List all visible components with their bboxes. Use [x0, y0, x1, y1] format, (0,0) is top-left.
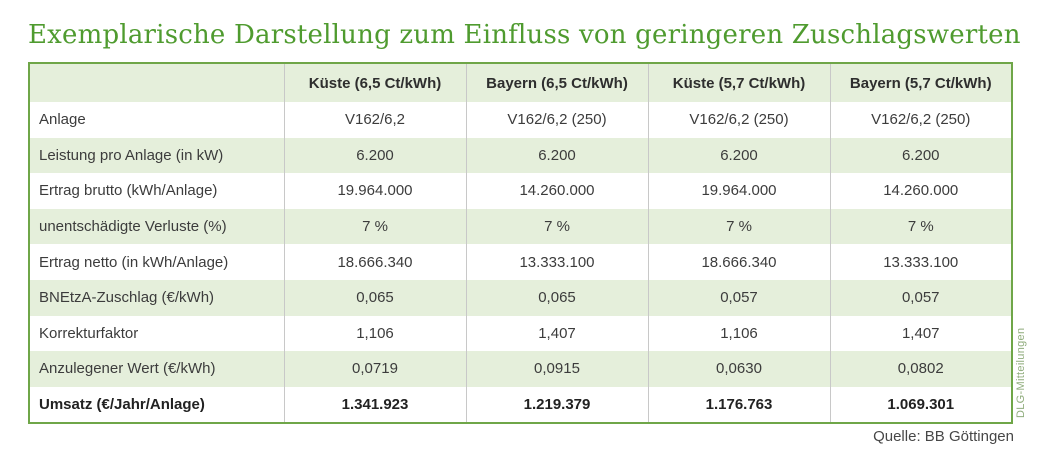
table-cell: 1.219.379 [465, 386, 648, 424]
table-cell: 1,407 [465, 315, 648, 352]
table-cell: 7 % [647, 208, 830, 245]
table-row: Ertrag brutto (kWh/Anlage) 19.964.000 14.2… [29, 173, 1012, 209]
table-cell: 0,065 [465, 279, 648, 316]
data-table: Küste (6,5 Ct/kWh) Bayern (6,5 Ct/kWh) K… [28, 62, 1013, 425]
table-row: Korrekturfaktor 1,106 1,407 1,106 1,407 [29, 315, 1012, 352]
table-header-row: Küste (6,5 Ct/kWh) Bayern (6,5 Ct/kWh) K… [29, 63, 1012, 102]
row-label: BNEtzA-Zuschlag (€/kWh) [29, 279, 284, 316]
table-cell: 0,065 [283, 279, 466, 316]
table-cell: 13.333.100 [829, 244, 1012, 280]
table-cell: V162/6,2 (250) [647, 102, 830, 138]
table-row: Ertrag netto (in kWh/Anlage) 18.666.340 13… [29, 244, 1012, 280]
header-cell-bayern-65: Bayern (6,5 Ct/kWh) [465, 63, 648, 102]
row-label: Korrekturfaktor [29, 315, 284, 352]
table-row: Umsatz (€/Jahr/Anlage) 1.341.923 1.219.379… [29, 386, 1012, 424]
row-label: Ertrag netto (in kWh/Anlage) [29, 244, 284, 280]
table-cell: 0,0915 [465, 351, 648, 387]
table-cell: 0,0719 [283, 351, 466, 387]
table-cell: 14.260.000 [465, 173, 648, 209]
table-cell: V162/6,2 (250) [465, 102, 648, 138]
table-row: Anlage V162/6,2 V162/6,2 (250) V162/6,2 (25… [29, 102, 1012, 138]
table-cell: 1.341.923 [283, 386, 466, 424]
table-cell: 14.260.000 [829, 173, 1012, 209]
table-cell: 6.200 [829, 137, 1012, 174]
row-label: unentschädigte Verluste (%) [29, 208, 284, 245]
table-cell: 18.666.340 [647, 244, 830, 280]
table-cell: 0,0630 [647, 351, 830, 387]
table-cell: V162/6,2 (250) [829, 102, 1012, 138]
table-cell: 1.176.763 [647, 386, 830, 424]
header-cell-kueste-65: Küste (6,5 Ct/kWh) [283, 63, 466, 102]
table-cell: 6.200 [283, 137, 466, 174]
magazine-watermark: DLG-Mitteilungen [1015, 327, 1027, 418]
table-cell: 1,407 [829, 315, 1012, 352]
row-label: Anlage [29, 102, 284, 138]
table-cell: 1,106 [647, 315, 830, 352]
table-cell: 6.200 [647, 137, 830, 174]
header-cell-kueste-57: Küste (5,7 Ct/kWh) [647, 63, 830, 102]
table-cell: 0,057 [647, 279, 830, 316]
table-cell: 1,106 [283, 315, 466, 352]
table-cell: 7 % [829, 208, 1012, 245]
row-label: Anzulegener Wert (€/kWh) [29, 351, 284, 387]
table-cell: 7 % [465, 208, 648, 245]
table-row: Leistung pro Anlage (in kW) 6.200 6.200 6.2… [29, 137, 1012, 174]
table-cell: 0,0802 [829, 351, 1012, 387]
row-label: Umsatz (€/Jahr/Anlage) [29, 386, 284, 424]
figure-title: Exemplarische Darstellung zum Einfluss v… [28, 20, 1021, 50]
table-row: BNEtzA-Zuschlag (€/kWh) 0,065 0,065 0,057 0,… [29, 279, 1012, 316]
row-label: Ertrag brutto (kWh/Anlage) [29, 173, 284, 209]
table-cell: 18.666.340 [283, 244, 466, 280]
table-cell: 19.964.000 [283, 173, 466, 209]
source-caption: Quelle: BB Göttingen [873, 428, 1014, 445]
table-row: unentschädigte Verluste (%) 7 % 7 % 7 % 7 % [29, 208, 1012, 245]
table-body: Anlage V162/6,2 V162/6,2 (250) V162/6,2 (25… [29, 102, 1012, 424]
table-cell: 7 % [283, 208, 466, 245]
header-cell-bayern-57: Bayern (5,7 Ct/kWh) [829, 63, 1012, 102]
table-header: Küste (6,5 Ct/kWh) Bayern (6,5 Ct/kWh) K… [29, 63, 1012, 102]
table-cell: 6.200 [465, 137, 648, 174]
table-cell: 13.333.100 [465, 244, 648, 280]
table-cell: 19.964.000 [647, 173, 830, 209]
row-label: Leistung pro Anlage (in kW) [29, 137, 284, 174]
table-cell: V162/6,2 [283, 102, 466, 138]
table-row: Anzulegener Wert (€/kWh) 0,0719 0,0915 0,06… [29, 351, 1012, 387]
table-cell: 0,057 [829, 279, 1012, 316]
table-cell: 1.069.301 [829, 386, 1012, 424]
header-cell-empty [29, 63, 284, 102]
